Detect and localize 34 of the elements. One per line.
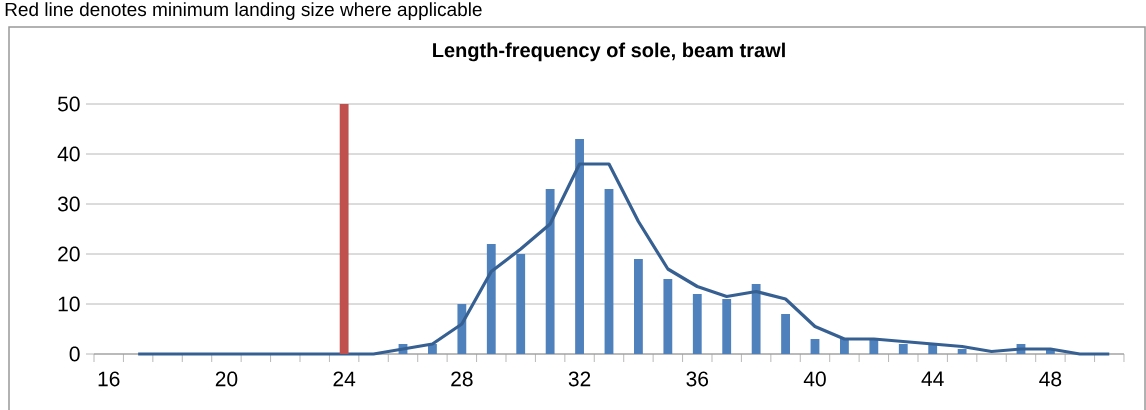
bar [781,314,790,354]
bar [692,294,702,354]
x-tick-label: 28 [451,371,473,387]
bar [751,284,761,354]
x-tick-label: 16 [98,371,120,387]
x-tick-label: 48 [1039,371,1062,387]
y-tick-label: 0 [69,346,80,362]
chart-title: Length-frequency of sole, beam trawl [433,42,785,62]
x-tick-label: 40 [803,371,826,387]
y-tick-label: 20 [58,246,80,262]
bar [545,189,555,354]
bar [663,279,673,354]
bar [339,104,349,354]
y-tick-label: 50 [57,96,80,112]
y-tick-label: 40 [57,146,80,162]
text: Red line denotes minimum landing size where applicable [5,2,482,20]
x-tick-label: 36 [686,371,709,387]
bar [840,339,849,354]
x-tick-label: 24 [333,371,356,387]
bar [575,139,584,354]
bar [722,299,732,354]
bar [486,244,496,354]
bar [810,339,820,354]
x-tick-label: 20 [215,371,238,387]
bar [634,259,643,354]
bar [457,304,467,354]
bar [516,254,526,354]
y-tick-label: 30 [57,196,80,212]
bar [604,189,614,354]
y-tick-label: 10 [58,296,80,312]
bar [957,349,967,354]
bar [898,344,908,354]
x-tick-label: 44 [921,371,944,386]
x-tick-label: 32 [568,371,591,387]
